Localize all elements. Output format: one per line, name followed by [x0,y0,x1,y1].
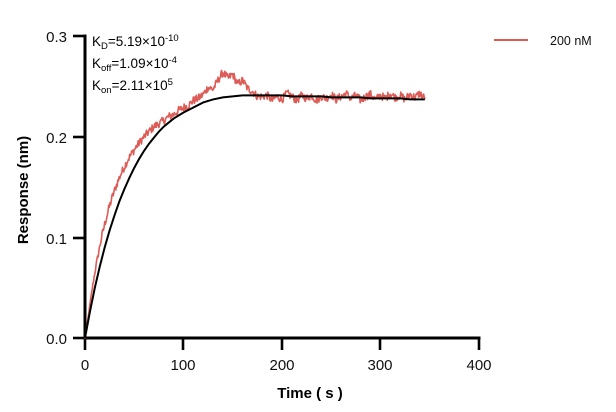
koff-equals: = [111,56,119,71]
x-tick-label: 200 [269,357,294,374]
kon-symbol: K [92,78,101,93]
x-tick-label: 400 [466,357,491,374]
koff-symbol: K [92,56,101,71]
y-axis-title: Response (nm) [15,136,32,244]
koff-mantissa: 1.09×10 [119,56,168,71]
kd-symbol: K [92,34,101,49]
koff-subscript: off [101,63,112,74]
kon-exponent: 5 [168,77,173,88]
kd-annotation: KD=5.19×10-10 [92,33,179,52]
kon-mantissa: 2.11×10 [119,78,167,93]
x-tick-label: 100 [170,357,195,374]
y-tick-label: 0.1 [46,231,67,248]
y-tick-label: 0.0 [46,331,67,348]
kon-annotation: Kon=2.11×105 [92,77,173,96]
y-axis-ticks [73,34,85,340]
koff-exponent: -4 [168,55,176,66]
measured-data-curve [84,69,426,339]
y-axis-tick-labels: 0.3 0.2 0.1 0.0 [46,29,67,348]
y-tick-label: 0.3 [46,29,67,46]
x-axis-title: Time ( s ) [277,385,343,402]
kon-subscript: on [101,85,112,96]
x-tick-label: 300 [367,357,392,374]
kd-subscript: D [101,41,108,52]
legend-label: 200 nM [550,34,592,48]
kon-equals: = [112,78,120,93]
y-tick-label: 0.2 [46,130,67,147]
kd-equals: = [108,34,116,49]
koff-annotation: Koff=1.09×10-4 [92,55,177,74]
fitted-model-curve [84,94,425,339]
x-tick-label: 0 [81,357,89,374]
kd-mantissa: 5.19×10 [116,34,165,49]
legend: 200 nM [494,34,592,48]
kinetic-constants-annotation: KD=5.19×10-10 Koff=1.09×10-4 Kon=2.11×10… [92,33,179,96]
x-axis-ticks [83,338,481,350]
x-axis-tick-labels: 0 100 200 300 400 [81,357,492,374]
kd-exponent: -10 [165,33,179,44]
